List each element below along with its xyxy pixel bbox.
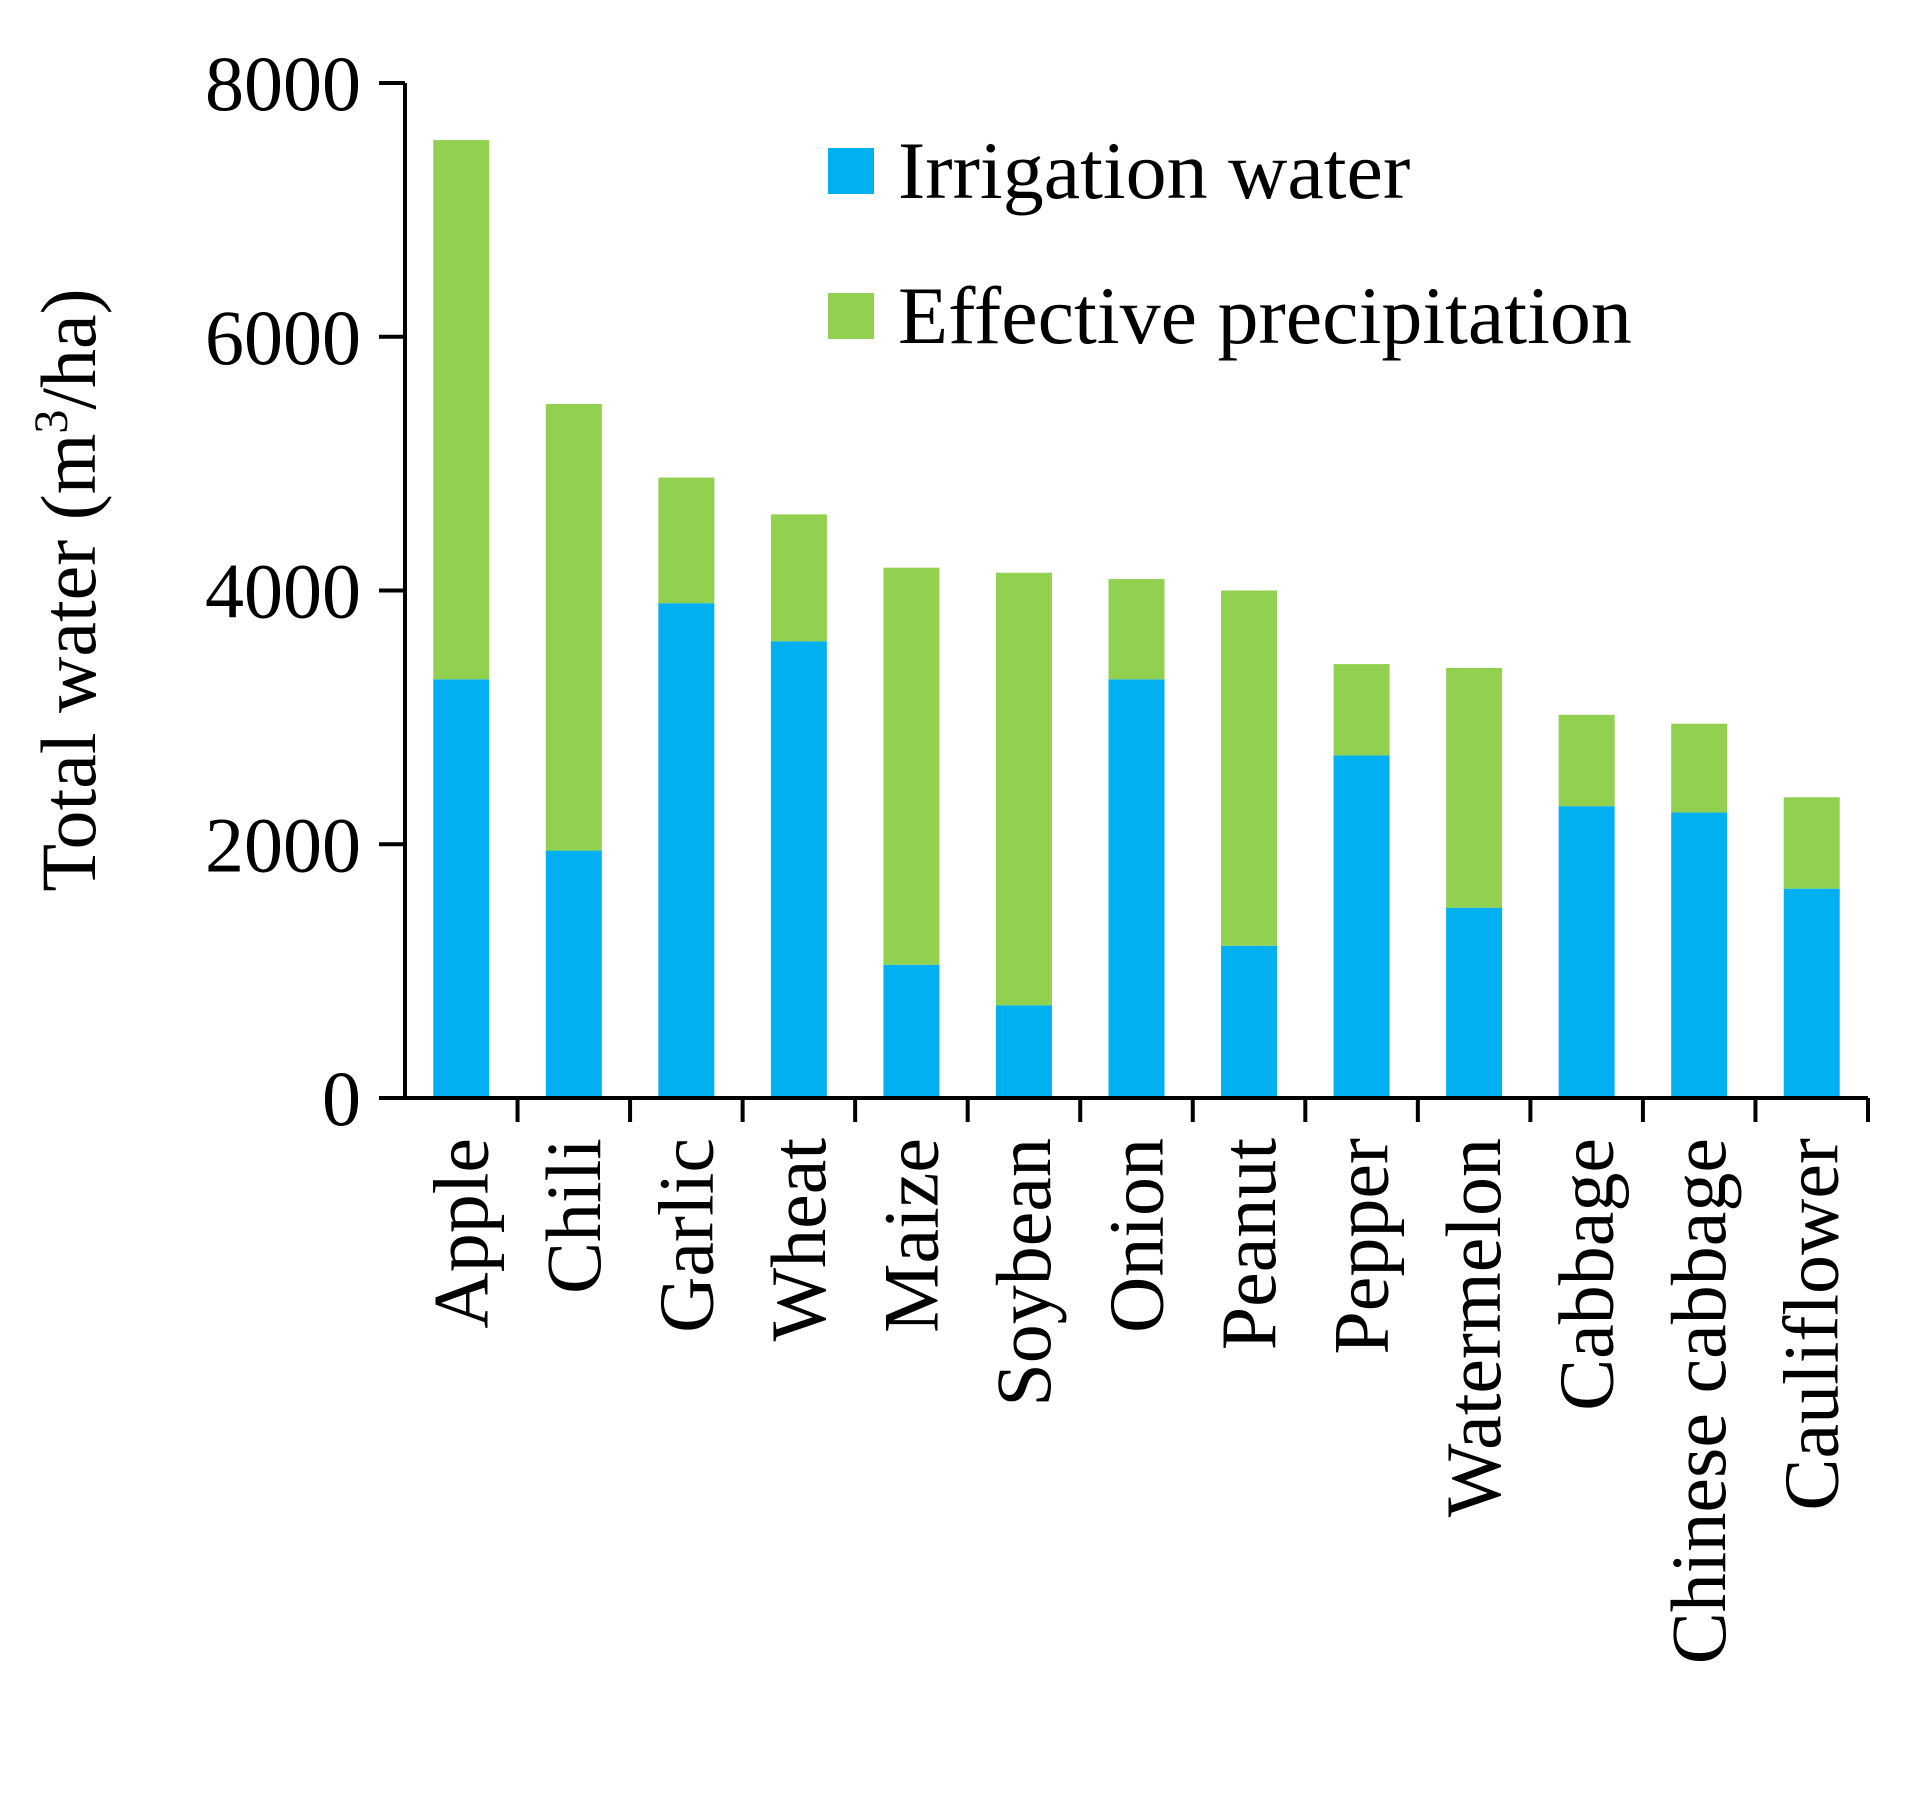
x-tick-label-chinese-cabbage: Chinese cabbage (1655, 1138, 1742, 1664)
bar-irrigation-water-watermelon (1446, 907, 1503, 1098)
bar-effective-precipitation-cabbage (1558, 714, 1615, 807)
bar-effective-precipitation-peanut (1221, 590, 1278, 946)
y-axis-label-superscript: 3 (25, 410, 78, 434)
x-tick-label-pepper: Pepper (1318, 1138, 1405, 1355)
bar-irrigation-water-cauliflower (1783, 888, 1840, 1098)
bar-irrigation-water-onion (1108, 679, 1165, 1098)
bar-irrigation-water-cabbage (1558, 806, 1615, 1098)
bar-effective-precipitation-watermelon (1446, 667, 1503, 908)
x-tick-label-soybean: Soybean (980, 1138, 1067, 1407)
x-tick-label-wheat: Wheat (755, 1138, 842, 1342)
bar-effective-precipitation-chili (545, 403, 602, 851)
bar-effective-precipitation-maize (883, 567, 940, 965)
x-tick-labels-group: Apple Chili Garlic Wheat Maize Soybean Onion Pe… (417, 1138, 1854, 1665)
bar-effective-precipitation-chinese-cabbage (1671, 723, 1728, 813)
bar-effective-precipitation-garlic (658, 477, 715, 604)
y-tick-label: 8000 (205, 40, 361, 127)
y-axis-label-main: Total water (m (25, 434, 112, 892)
bar-irrigation-water-soybean (995, 1005, 1052, 1098)
bars-group (433, 140, 1840, 1098)
y-axis-label-tail: /ha) (25, 288, 112, 409)
bar-irrigation-water-chili (545, 850, 602, 1098)
bar-effective-precipitation-soybean (995, 572, 1052, 1006)
bar-irrigation-water-peanut (1221, 945, 1278, 1098)
bar-effective-precipitation-pepper (1333, 664, 1390, 756)
bar-irrigation-water-wheat (770, 641, 827, 1098)
bar-effective-precipitation-cauliflower (1783, 797, 1840, 889)
x-tick-label-cauliflower: Cauliflower (1768, 1138, 1855, 1511)
y-tick-label: 2000 (205, 801, 361, 888)
bar-irrigation-water-garlic (658, 603, 715, 1098)
legend: Irrigation water Effective precipitation (828, 125, 1632, 361)
x-tick-label-maize: Maize (867, 1138, 954, 1333)
bar-irrigation-water-maize (883, 964, 940, 1098)
legend-label-effective-precipitation: Effective precipitation (898, 270, 1632, 361)
x-tick-label-watermelon: Watermelon (1430, 1138, 1517, 1517)
bar-irrigation-water-pepper (1333, 755, 1390, 1098)
legend-swatch-effective-precipitation (828, 293, 874, 339)
legend-label-irrigation-water: Irrigation water (898, 125, 1410, 216)
x-tick-label-chili: Chili (530, 1138, 617, 1294)
y-tick-label: 4000 (205, 548, 361, 635)
x-tick-label-onion: Onion (1093, 1138, 1180, 1333)
x-ticks-group (515, 1098, 1870, 1122)
bar-effective-precipitation-onion (1108, 579, 1165, 680)
legend-swatch-irrigation-water (828, 148, 874, 194)
y-ticks-group: 0 2000 4000 6000 8000 (205, 40, 405, 1142)
bar-effective-precipitation-apple (433, 140, 490, 680)
x-tick-label-cabbage: Cabbage (1543, 1138, 1630, 1411)
x-tick-label-garlic: Garlic (642, 1138, 729, 1333)
x-tick-label-apple: Apple (417, 1138, 504, 1329)
y-tick-label: 0 (322, 1055, 361, 1142)
bar-effective-precipitation-wheat (770, 514, 827, 642)
y-tick-label: 6000 (205, 294, 361, 381)
bar-irrigation-water-chinese-cabbage (1671, 812, 1728, 1098)
bar-irrigation-water-apple (433, 679, 490, 1098)
y-axis-label: Total water (m3/ha) (25, 288, 112, 891)
x-tick-label-peanut: Peanut (1205, 1138, 1292, 1351)
